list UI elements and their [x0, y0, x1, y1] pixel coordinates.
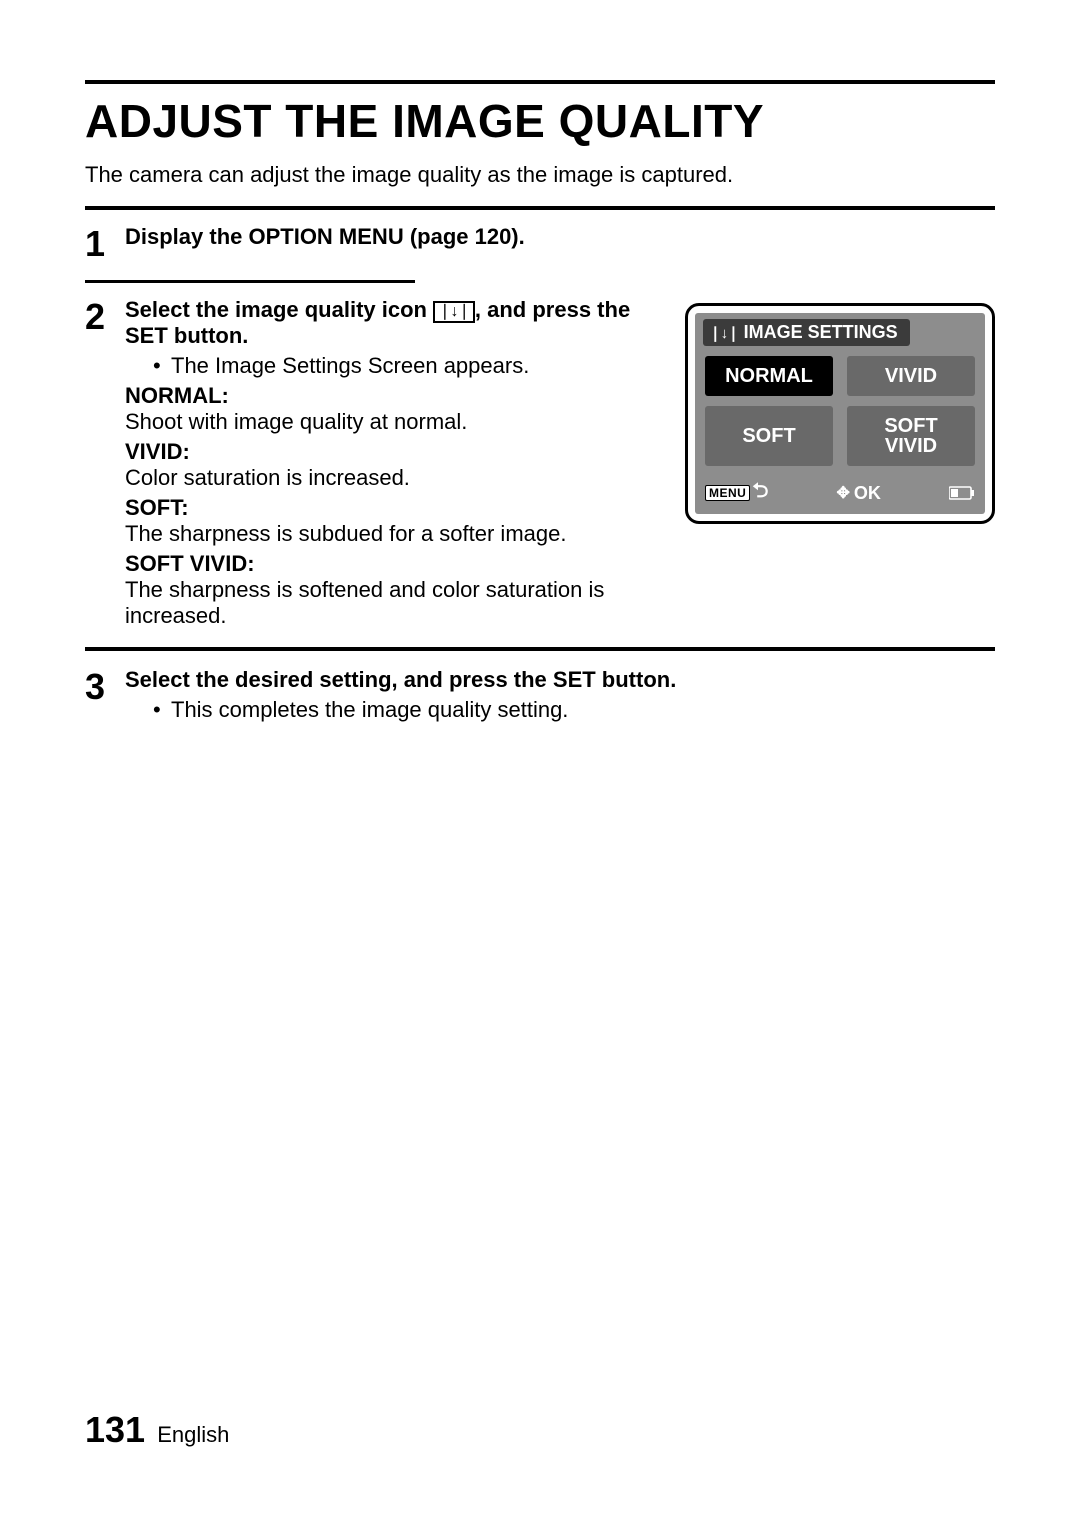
option-soft-vivid-line2: VIVID — [884, 436, 937, 456]
joypad-icon: ✥ — [836, 483, 849, 503]
def-normal-text: Shoot with image quality at normal. — [125, 409, 661, 435]
step-3: 3 Select the desired setting, and press … — [85, 667, 995, 723]
device-frame: ❘↓❘ IMAGE SETTINGS NORMAL VIVID SOFT SOF… — [685, 303, 995, 524]
ok-indicator: ✥ OK — [836, 483, 880, 504]
def-softvivid-label: SOFT VIVID: — [125, 551, 661, 577]
back-icon: ⮌ — [752, 480, 768, 502]
step-2-bullet-1-text: The Image Settings Screen appears. — [171, 353, 529, 379]
option-normal[interactable]: NORMAL — [705, 356, 833, 396]
device-statusbar: MENU⮌ ✥ OK — [703, 476, 977, 510]
bullet-dot: • — [153, 697, 171, 723]
step-3-bullet-1: • This completes the image quality setti… — [153, 697, 995, 723]
option-soft[interactable]: SOFT — [705, 406, 833, 466]
screen-header-text: IMAGE SETTINGS — [744, 322, 898, 343]
rule-step-1-2 — [85, 280, 415, 283]
page-title: ADJUST THE IMAGE QUALITY — [85, 94, 995, 148]
def-soft-text: The sharpness is subdued for a softer im… — [125, 521, 661, 547]
rule-after-intro — [85, 206, 995, 210]
def-softvivid-text: The sharpness is softened and color satu… — [125, 577, 661, 629]
intro-text: The camera can adjust the image quality … — [85, 162, 995, 188]
battery-icon — [949, 486, 975, 500]
step-3-bullet-1-text: This completes the image quality setting… — [171, 697, 568, 723]
step-2-number: 2 — [85, 297, 125, 335]
step-2-bullet-1: • The Image Settings Screen appears. — [153, 353, 661, 379]
def-vivid-label: VIVID: — [125, 439, 661, 465]
option-vivid-label: VIVID — [885, 366, 937, 386]
step-3-title: Select the desired setting, and press th… — [125, 667, 995, 693]
step-2-title: Select the image quality icon ❘↓❘, and p… — [125, 297, 661, 349]
option-soft-vivid[interactable]: SOFT VIVID — [847, 406, 975, 466]
option-soft-label: SOFT — [742, 426, 795, 446]
def-vivid-text: Color saturation is increased. — [125, 465, 661, 491]
step-2-title-a: Select the image quality icon — [125, 297, 433, 322]
bullet-dot: • — [153, 353, 171, 379]
page-language: English — [157, 1422, 229, 1447]
option-normal-label: NORMAL — [725, 366, 813, 386]
option-soft-vivid-line1: SOFT — [884, 416, 937, 436]
step-3-number: 3 — [85, 667, 125, 705]
option-vivid[interactable]: VIVID — [847, 356, 975, 396]
step-2: 2 Select the image quality icon ❘↓❘, and… — [85, 297, 995, 629]
step-1-title: Display the OPTION MENU (page 120). — [125, 224, 995, 250]
rule-top — [85, 80, 995, 84]
step-1: 1 Display the OPTION MENU (page 120). — [85, 224, 995, 262]
ok-label: OK — [854, 483, 881, 504]
menu-back[interactable]: MENU⮌ — [705, 476, 768, 510]
page-number: 131 — [85, 1409, 145, 1450]
def-soft-label: SOFT: — [125, 495, 661, 521]
page-footer: 131 English — [85, 1409, 229, 1451]
sliders-icon: ❘↓❘ — [709, 324, 739, 342]
rule-step-2-3 — [85, 647, 995, 651]
menu-button: MENU — [705, 485, 750, 501]
device-screen: ❘↓❘ IMAGE SETTINGS NORMAL VIVID SOFT SOF… — [695, 313, 985, 514]
def-normal-label: NORMAL: — [125, 383, 661, 409]
sliders-icon: ❘↓❘ — [433, 301, 475, 323]
step-1-number: 1 — [85, 224, 125, 262]
screen-header: ❘↓❘ IMAGE SETTINGS — [703, 319, 910, 346]
